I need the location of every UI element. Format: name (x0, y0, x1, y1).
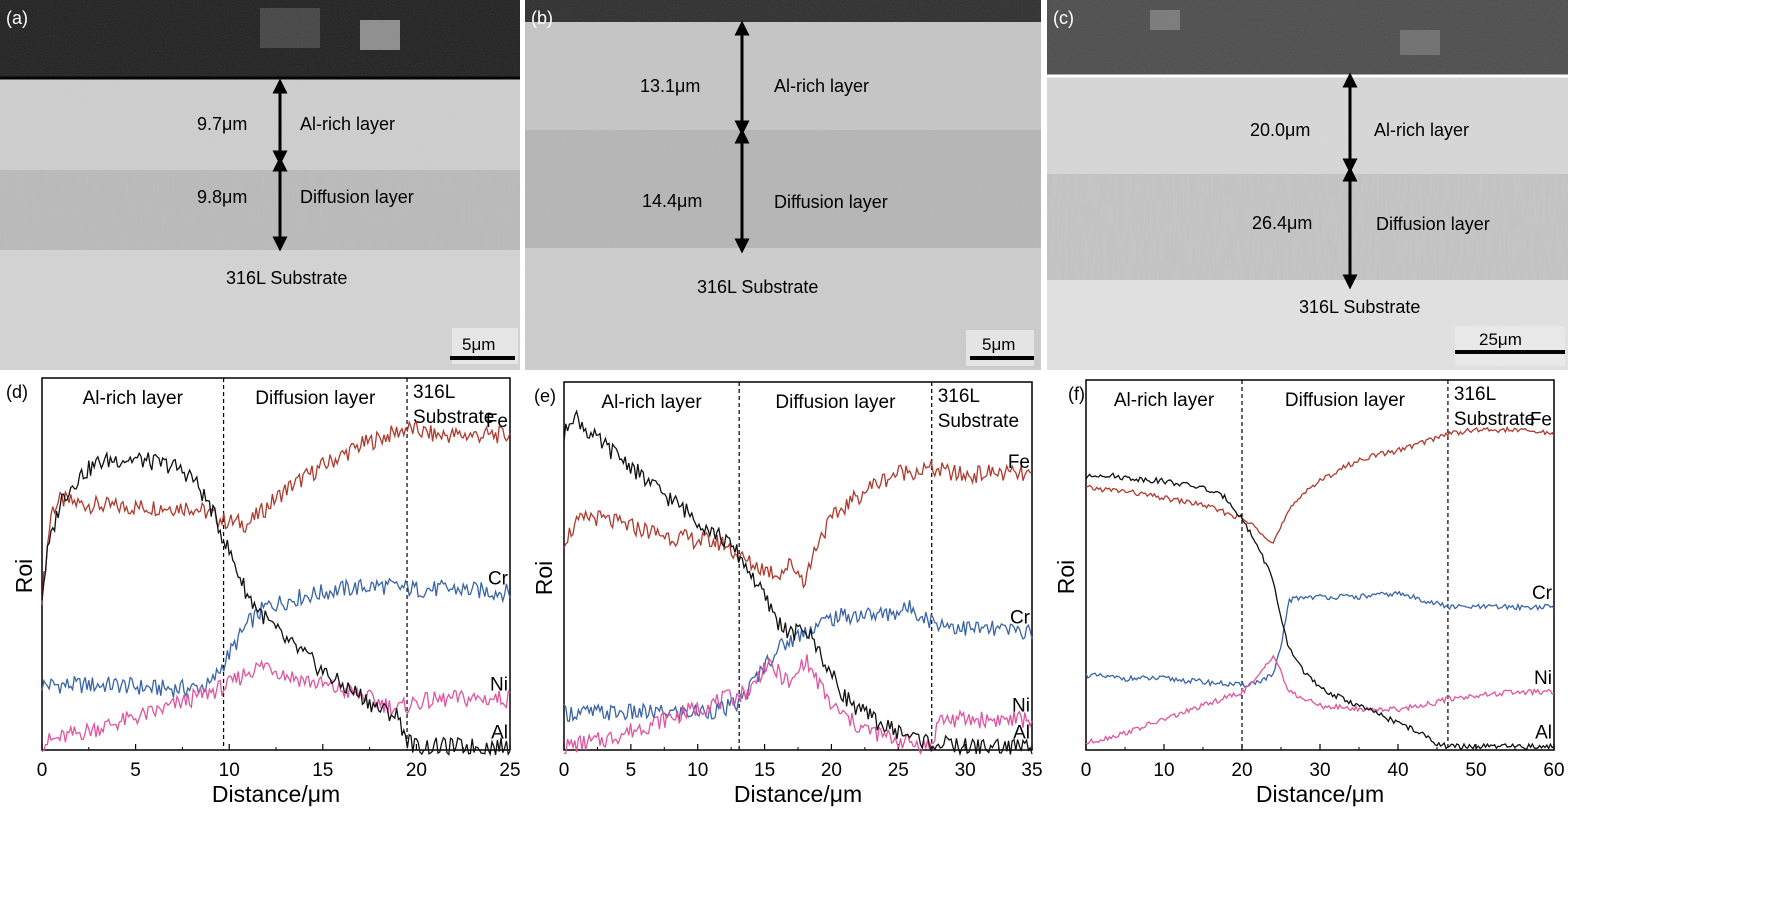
series-line-cr (1085, 590, 1555, 688)
y-axis-label: Roi (531, 561, 557, 596)
series-line-cr (563, 600, 1033, 723)
thickness-label: 20.0μm (1250, 120, 1310, 140)
series-label-fe: Fe (1008, 452, 1030, 473)
region-label: 316L (938, 386, 980, 407)
series-line-ni (563, 654, 1033, 755)
scale-bar-label: 5μm (462, 335, 495, 354)
region-label: 316L (1454, 384, 1496, 405)
series-label-al: Al (1013, 723, 1030, 744)
y-axis-label: Roi (1053, 560, 1079, 595)
x-axis-label: Distance/μm (734, 781, 862, 807)
series-line-ni (1085, 654, 1555, 745)
x-tick-label: 30 (955, 760, 976, 781)
x-tick-label: 50 (1465, 760, 1486, 781)
x-tick-label: 15 (312, 760, 333, 781)
layer-label: Diffusion layer (300, 187, 414, 207)
region-label: Diffusion layer (255, 388, 376, 409)
micrograph-c: (c) 20.0μm 26.4μm Al-rich layer Diffusio… (1047, 0, 1568, 370)
region-label: Diffusion layer (775, 392, 896, 413)
series-line-fe (1086, 425, 1555, 544)
scale-bar-label: 25μm (1479, 330, 1522, 349)
series-line-al (41, 450, 511, 757)
thickness-label: 9.8μm (197, 187, 247, 207)
layer-label: Al-rich layer (1374, 120, 1469, 140)
region-label: Al-rich layer (601, 392, 702, 413)
series-label-fe: Fe (486, 411, 508, 432)
x-tick-label: 0 (559, 760, 570, 781)
layer-label: Al-rich layer (300, 114, 395, 134)
chart-f: Al-rich layer Diffusion layer 316L Substrat… (1053, 379, 1565, 807)
x-tick-label: 40 (1387, 760, 1408, 781)
x-tick-label: 25 (888, 760, 909, 781)
x-tick-label: 60 (1543, 760, 1564, 781)
micrograph-a: (a) 9.7μm 9.8μm Al-rich layer Diffusion … (0, 0, 520, 370)
x-tick-label: 20 (406, 760, 427, 781)
thickness-label: 14.4μm (642, 191, 702, 211)
series-line-fe (563, 460, 1033, 589)
panel-tag: (f) (1068, 384, 1085, 404)
thickness-label: 13.1μm (640, 76, 700, 96)
series-label-cr: Cr (488, 569, 509, 590)
layer-label: Diffusion layer (774, 192, 888, 212)
x-tick-label: 10 (1153, 760, 1174, 781)
series-label-fe: Fe (1530, 409, 1552, 430)
region-label: Substrate (413, 407, 494, 428)
series-label-cr: Cr (1010, 608, 1031, 629)
x-tick-label: 20 (1231, 760, 1252, 781)
series-line-cr (41, 577, 511, 698)
series-label-cr: Cr (1532, 583, 1553, 604)
x-axis-label: Distance/μm (212, 781, 340, 807)
x-tick-label: 10 (687, 760, 708, 781)
x-tick-label: 15 (754, 760, 775, 781)
x-tick-label: 5 (130, 760, 141, 781)
panel-tag: (a) (6, 8, 28, 28)
series-line-al (563, 409, 1033, 757)
panel-tag: (b) (531, 8, 553, 28)
thickness-label: 26.4μm (1252, 213, 1312, 233)
region-label: Substrate (938, 411, 1019, 432)
y-axis-label: Roi (11, 559, 37, 594)
x-tick-label: 25 (499, 760, 520, 781)
x-tick-label: 10 (219, 760, 240, 781)
series-line-fe (41, 420, 511, 605)
x-tick-label: 0 (1081, 760, 1092, 781)
x-tick-label: 0 (37, 760, 48, 781)
x-tick-label: 5 (626, 760, 637, 781)
substrate-label: 316L Substrate (1299, 297, 1420, 317)
series-label-ni: Ni (490, 675, 508, 696)
series-label-ni: Ni (1012, 696, 1030, 717)
series-label-al: Al (491, 723, 508, 744)
thickness-label: 9.7μm (197, 114, 247, 134)
region-label: Al-rich layer (1114, 390, 1215, 411)
series-label-al: Al (1535, 723, 1552, 744)
line-charts: Al-rich layer Diffusion layer 316L Substrat… (6, 377, 1565, 807)
series-label-ni: Ni (1534, 668, 1552, 689)
series-line-al (1085, 472, 1555, 751)
x-tick-label: 30 (1309, 760, 1330, 781)
plot-frame (563, 381, 1033, 751)
x-tick-label: 20 (821, 760, 842, 781)
substrate-label: 316L Substrate (226, 268, 347, 288)
micrograph-b: (b) 13.1μm 14.4μm Al-rich layer Diffusio… (525, 0, 1041, 370)
panel-tag: (c) (1053, 8, 1074, 28)
layer-label: Al-rich layer (774, 76, 869, 96)
region-label: Substrate (1454, 409, 1535, 430)
x-tick-label: 35 (1021, 760, 1042, 781)
region-label: 316L (413, 382, 455, 403)
panel-tag: (e) (534, 386, 556, 406)
scale-bar-label: 5μm (982, 335, 1015, 354)
region-label: Diffusion layer (1285, 390, 1406, 411)
chart-e: Al-rich layer Diffusion layer 316L Substrat… (531, 381, 1043, 807)
panel-tag: (d) (6, 382, 28, 402)
series-line-ni (41, 659, 511, 753)
substrate-label: 316L Substrate (697, 277, 818, 297)
x-axis-label: Distance/μm (1256, 781, 1384, 807)
region-label: Al-rich layer (83, 388, 184, 409)
layer-label: Diffusion layer (1376, 214, 1490, 234)
chart-d: Al-rich layer Diffusion layer 316L Substrat… (6, 377, 521, 807)
